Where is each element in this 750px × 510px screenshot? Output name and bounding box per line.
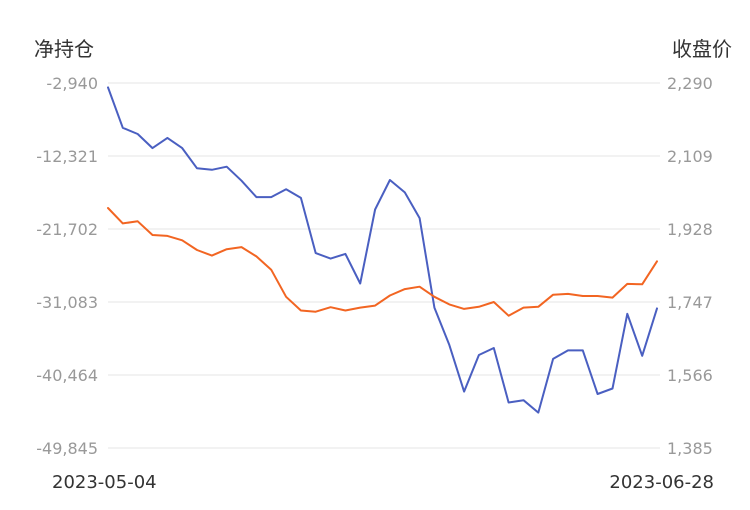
- right-axis-ticks: 2,290 2,109 1,928 1,747 1,566 1,385: [667, 74, 713, 458]
- left-tick-label: -2,940: [46, 74, 98, 93]
- right-tick-label: 2,109: [667, 147, 713, 166]
- series-lines: [107, 86, 658, 414]
- right-tick-label: 2,290: [667, 74, 713, 93]
- right-tick-label: 1,566: [667, 366, 713, 385]
- left-tick-label: -49,845: [36, 439, 98, 458]
- x-start-label: 2023-05-04: [52, 472, 157, 493]
- left-tick-label: -31,083: [36, 293, 98, 312]
- left-tick-label: -21,702: [36, 220, 98, 239]
- x-end-label: 2023-06-28: [609, 472, 714, 493]
- left-tick-label: -40,464: [36, 366, 98, 385]
- left-axis-ticks: -2,940 -12,321 -21,702 -31,083 -40,464 -49,84…: [36, 74, 98, 458]
- gridlines: [108, 82, 660, 449]
- right-tick-label: 1,747: [667, 293, 713, 312]
- close-price-line: [107, 207, 658, 317]
- net-position-line: [107, 86, 658, 414]
- right-tick-label: 1,928: [667, 220, 713, 239]
- right-axis-title: 收盘价: [672, 37, 732, 61]
- left-axis-title: 净持仓: [34, 37, 94, 61]
- right-tick-label: 1,385: [667, 439, 713, 458]
- left-tick-label: -12,321: [36, 147, 98, 166]
